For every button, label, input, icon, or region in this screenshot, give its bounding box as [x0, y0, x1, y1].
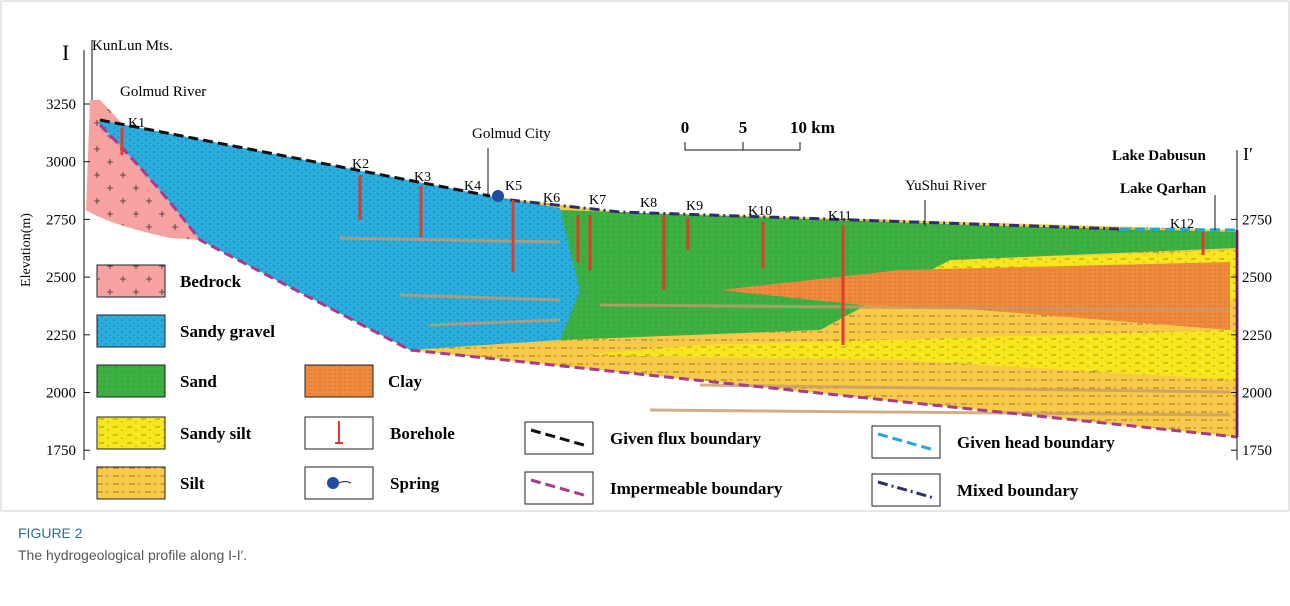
legend-label: Given head boundary [957, 433, 1115, 452]
place-label: Lake Dabusun [1112, 148, 1206, 164]
tick-label: 2250 [1242, 328, 1272, 344]
legend-label: Sand [180, 372, 217, 391]
legend-label: Borehole [390, 424, 455, 443]
spring [492, 190, 504, 202]
legend-label: Sandy silt [180, 424, 252, 443]
caption-label: FIGURE 2 [18, 525, 83, 541]
scale-label: 0 [681, 118, 690, 137]
legend-swatch [97, 265, 165, 297]
borehole-label: K11 [828, 209, 852, 224]
borehole-label: K4 [464, 179, 481, 194]
page: I I′ Elevation(m) 3250 3000 2750 2500 2250 20… [0, 0, 1290, 606]
axis-label: Elevation(m) [19, 213, 34, 287]
legend-swatch [872, 426, 940, 458]
place-label: Lake Qarhan [1120, 181, 1207, 197]
legend-symbol [327, 477, 339, 489]
place-label: Golmud River [120, 84, 206, 100]
borehole-label: K10 [748, 204, 772, 219]
tick-label: 1750 [46, 443, 76, 459]
legend-swatch [97, 315, 165, 347]
borehole-label: K6 [543, 191, 560, 206]
legend-label: Clay [388, 372, 423, 391]
legend-swatch [97, 365, 165, 397]
tick-label: 1750 [1242, 443, 1272, 459]
place-label: KunLun Mts. [92, 38, 173, 54]
tick-label: 3000 [46, 155, 76, 171]
legend-label: Silt [180, 474, 205, 493]
borehole-label: K9 [686, 199, 703, 214]
section-end: I′ [1243, 144, 1253, 164]
tick-label: 2250 [46, 328, 76, 344]
legend-label: Spring [390, 474, 440, 493]
caption-text: The hydrogeological profile along I-I′. [18, 547, 247, 563]
legend-label: Impermeable boundary [610, 479, 783, 498]
legend-label: Sandy gravel [180, 322, 275, 341]
legend-label: Given flux boundary [610, 429, 762, 448]
legend-swatch [525, 472, 593, 504]
borehole-label: K5 [505, 179, 522, 194]
scale-label: 5 [739, 118, 748, 137]
tick-label: 2500 [1242, 270, 1272, 286]
tick-label: 3250 [46, 97, 76, 113]
tick-label: 2750 [46, 212, 76, 228]
legend-label: Mixed boundary [957, 481, 1079, 500]
tick-label: 2000 [1242, 386, 1272, 402]
scale-bar [685, 142, 800, 150]
figure: I I′ Elevation(m) 3250 3000 2750 2500 2250 20… [0, 0, 1290, 606]
profile-section [86, 100, 1237, 437]
place-label: Golmud City [472, 126, 551, 142]
tick-label: 2500 [46, 270, 76, 286]
legend-label: Bedrock [180, 272, 242, 291]
scale-label: 10 km [790, 118, 835, 137]
borehole-label: K8 [640, 196, 657, 211]
borehole-label: K7 [589, 193, 606, 208]
legend-swatch [305, 365, 373, 397]
borehole-label: K2 [352, 157, 369, 172]
borehole-label: K12 [1170, 217, 1194, 232]
borehole-label: K1 [128, 116, 145, 131]
place-label: YuShui River [905, 178, 986, 194]
tick-label: 2000 [46, 386, 76, 402]
section-start: I [62, 40, 69, 65]
borehole-label: K3 [414, 170, 431, 185]
legend-swatch [97, 417, 165, 449]
legend-swatch [97, 467, 165, 499]
tick-label: 2750 [1242, 212, 1272, 228]
legend-swatch [525, 422, 593, 454]
